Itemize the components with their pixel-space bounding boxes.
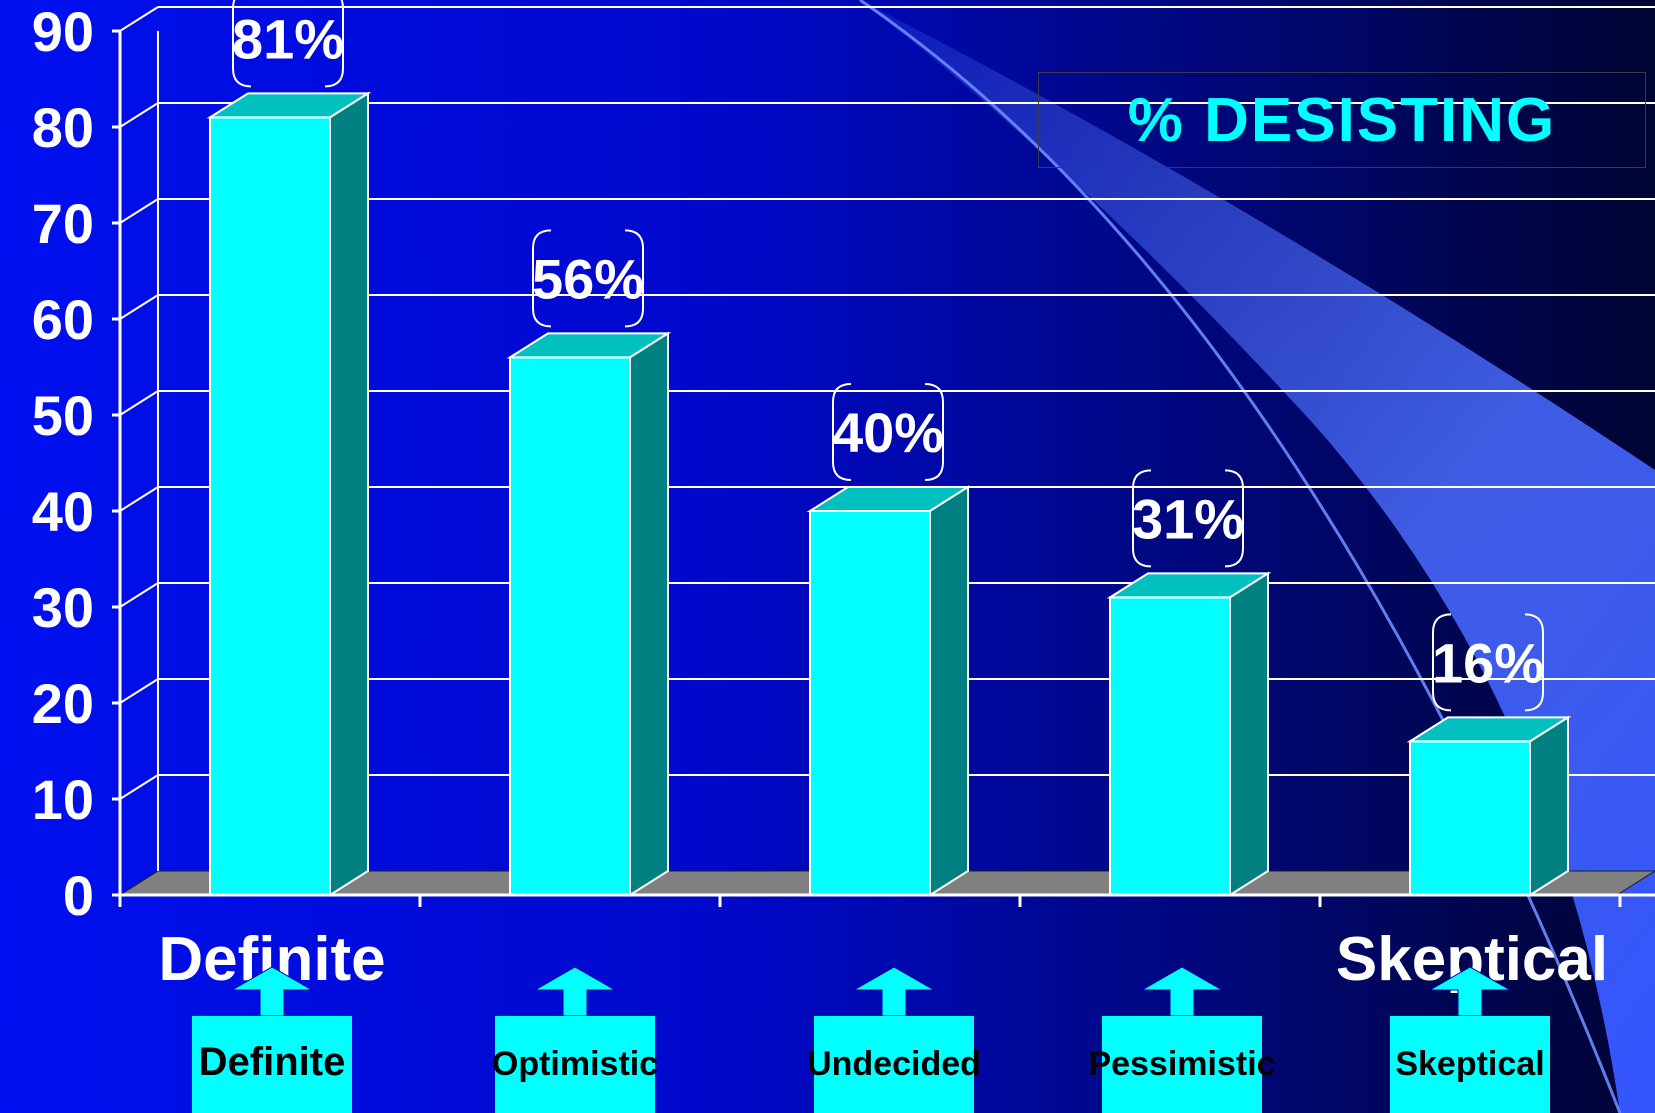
category-box: [814, 1016, 974, 1113]
category-box: [192, 1016, 352, 1113]
y-tick-label: 10: [32, 768, 94, 831]
bar-side: [629, 331, 669, 897]
category-arrow: Undecided: [807, 966, 981, 1113]
category-label: Skeptical: [1395, 1045, 1544, 1083]
bar-front: [1109, 596, 1231, 897]
label-bracket-left: [832, 383, 852, 481]
category-label: Definite: [199, 1040, 346, 1084]
y-axis: 0 10 20 30 40 50 60 70 80 90: [32, 0, 122, 927]
label-bracket-left: [1132, 469, 1152, 568]
gridline-diagonal: [119, 294, 159, 320]
gridline-diagonal: [119, 390, 159, 416]
bar: [806, 485, 972, 897]
category-arrow: Skeptical: [1390, 966, 1550, 1113]
category-arrow: Optimistic: [492, 966, 658, 1113]
data-labels: 81% 56% 40% 31% 16%: [232, 0, 1544, 712]
bar-side: [929, 485, 969, 897]
data-label: 40%: [832, 401, 944, 464]
bar: [206, 91, 372, 897]
category-arrows: Definite Optimistic Undecided Pessimistic Sk…: [192, 966, 1550, 1113]
y-tick-label: 60: [32, 288, 94, 351]
bar: [1106, 571, 1272, 897]
category-box: [1102, 1016, 1262, 1113]
gridlines: [118, 6, 1655, 896]
bar-front: [509, 356, 631, 896]
category-box: [495, 1016, 655, 1113]
y-tick-label: 40: [32, 480, 94, 543]
gridline-diagonal: [119, 198, 159, 224]
y-tick-label: 50: [32, 384, 94, 447]
label-bracket-right: [924, 383, 944, 481]
data-label-group: 40%: [832, 383, 944, 481]
gridline-diagonal: [119, 486, 159, 512]
data-label-group: 31%: [1132, 469, 1244, 568]
label-bracket-right: [624, 229, 644, 328]
y-tick-label: 20: [32, 672, 94, 735]
up-arrow-icon: [1140, 966, 1224, 1017]
gridline-diagonal: [119, 774, 159, 800]
category-label: Pessimistic: [1088, 1045, 1275, 1083]
up-arrow-icon: [230, 966, 314, 1017]
y-tick-label: 90: [32, 0, 94, 63]
up-arrow-icon: [852, 966, 936, 1017]
bar: [1406, 715, 1572, 897]
y-tick-label: 30: [32, 576, 94, 639]
y-tick-label: 0: [63, 864, 94, 927]
bar-side: [1229, 571, 1269, 897]
data-label: 16%: [1432, 631, 1544, 694]
label-bracket-left: [1432, 613, 1452, 712]
category-box: [1390, 1016, 1550, 1113]
bar: [506, 331, 672, 897]
gridline-diagonal: [119, 678, 159, 704]
category-label: Optimistic: [492, 1045, 658, 1083]
bar-side: [1529, 715, 1569, 897]
data-label-group: 81%: [232, 0, 344, 88]
bar-side: [329, 91, 369, 897]
category-label: Undecided: [807, 1045, 981, 1083]
chart-title: % DESISTING: [1127, 85, 1557, 155]
chart-title-box: % DESISTING: [1038, 72, 1646, 168]
label-bracket-right: [1524, 613, 1544, 712]
bar-front: [809, 510, 931, 896]
bars: [206, 91, 1572, 897]
label-bracket-left: [532, 229, 552, 328]
gridline-diagonal: [119, 102, 159, 128]
up-arrow-icon: [1428, 966, 1512, 1017]
gridline-diagonal: [119, 6, 159, 32]
label-bracket-right: [1224, 469, 1244, 568]
bar-front: [1409, 740, 1531, 897]
data-label-group: 16%: [1432, 613, 1544, 712]
category-arrow: Pessimistic: [1088, 966, 1276, 1113]
y-tick-label: 80: [32, 96, 94, 159]
up-arrow-icon: [533, 966, 617, 1017]
label-bracket-left: [232, 0, 252, 88]
data-label-group: 56%: [532, 229, 644, 328]
data-label: 56%: [532, 247, 644, 310]
data-label: 81%: [232, 7, 344, 70]
bar-front: [209, 116, 331, 896]
gridline-diagonal: [119, 582, 159, 608]
category-arrow: Definite: [192, 966, 352, 1113]
y-tick-label: 70: [32, 192, 94, 255]
data-label: 31%: [1132, 487, 1244, 550]
label-bracket-right: [324, 0, 344, 88]
